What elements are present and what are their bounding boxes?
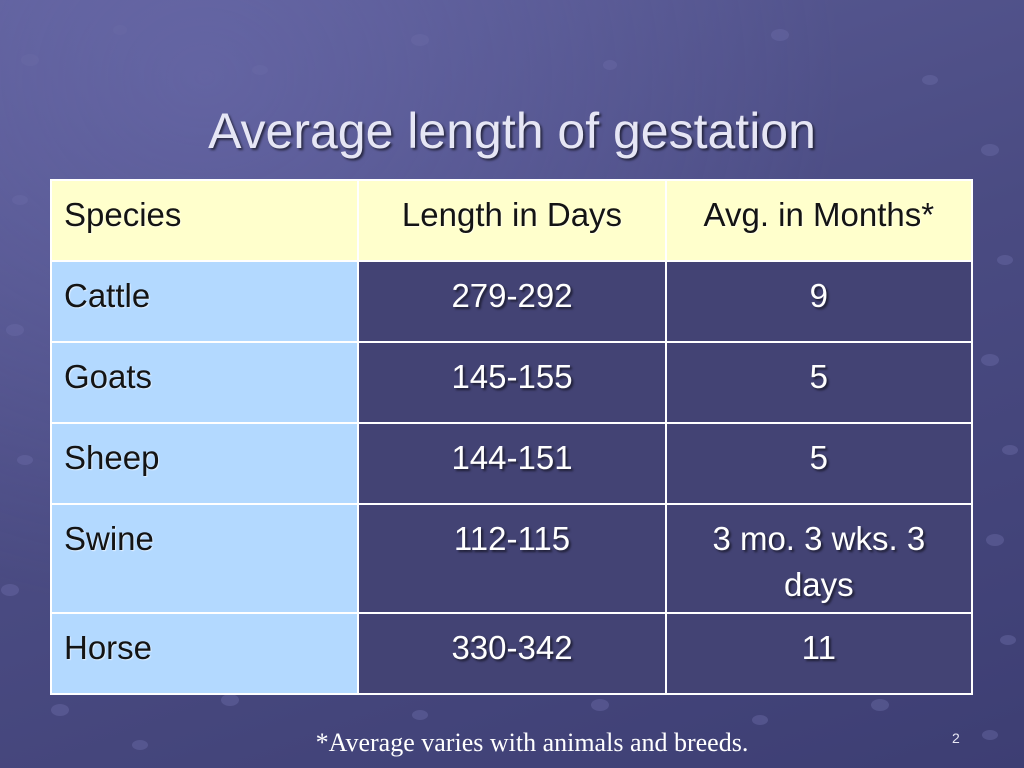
table-row: Goats 145-155 5 xyxy=(49,341,974,424)
species-cell: Swine xyxy=(49,503,360,614)
species-cell: Sheep xyxy=(49,422,360,505)
days-cell: 112-115 xyxy=(357,503,667,614)
table-header-row: Species Length in Days Avg. in Months* xyxy=(49,179,974,262)
header-avg-in-months: Avg. in Months* xyxy=(664,179,974,262)
days-cell: 330-342 xyxy=(357,612,667,695)
gestation-table: Species Length in Days Avg. in Months* C… xyxy=(49,179,974,695)
footnote: *Average varies with animals and breeds. xyxy=(315,728,749,757)
months-cell: 5 xyxy=(664,341,974,424)
months-cell: 11 xyxy=(664,612,974,695)
species-cell: Horse xyxy=(49,612,360,695)
page-number: 2 xyxy=(952,730,960,746)
months-cell: 3 mo. 3 wks. 3 days xyxy=(664,503,974,614)
months-cell: 5 xyxy=(664,422,974,505)
days-cell: 145-155 xyxy=(357,341,667,424)
days-cell: 144-151 xyxy=(357,422,667,505)
species-cell: Goats xyxy=(49,341,360,424)
table-row: Horse 330-342 11 xyxy=(49,612,974,695)
days-cell: 279-292 xyxy=(357,260,667,343)
table-row: Swine 112-115 3 mo. 3 wks. 3 days xyxy=(49,503,974,614)
slide-title: Average length of gestation xyxy=(208,103,816,159)
species-cell: Cattle xyxy=(49,260,360,343)
header-length-in-days: Length in Days xyxy=(357,179,667,262)
months-cell: 9 xyxy=(664,260,974,343)
header-species: Species xyxy=(49,179,360,262)
table-row: Cattle 279-292 9 xyxy=(49,260,974,343)
table-row: Sheep 144-151 5 xyxy=(49,422,974,505)
